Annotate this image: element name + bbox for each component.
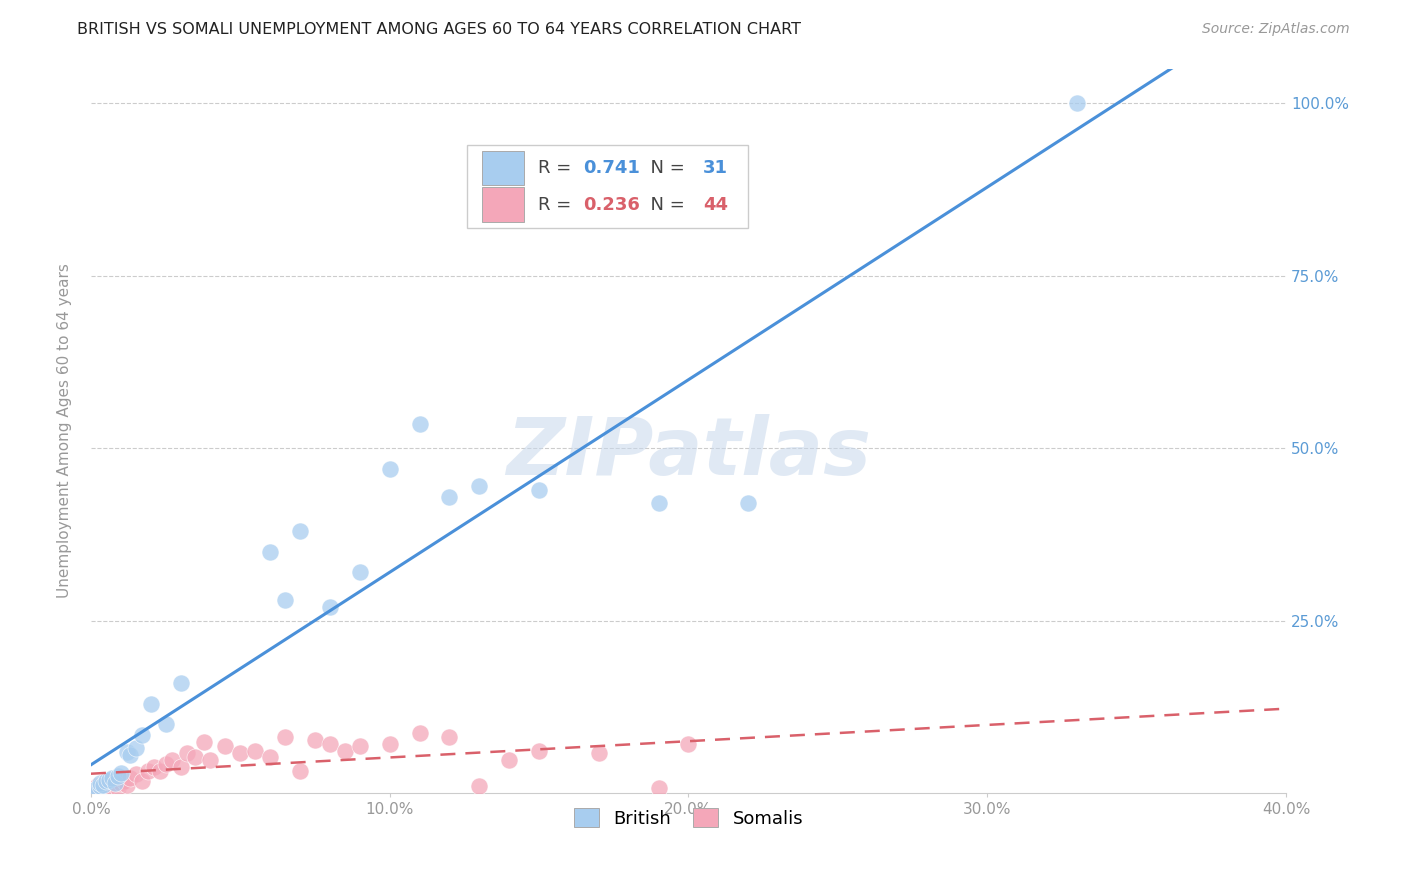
- Point: [647, 780, 669, 795]
- Text: 0.236: 0.236: [583, 195, 640, 214]
- Point: [91, 778, 114, 792]
- Point: [408, 725, 430, 739]
- Point: [259, 545, 281, 559]
- Point: [118, 748, 141, 763]
- Text: R =: R =: [538, 195, 576, 214]
- Legend: British, Somalis: British, Somalis: [567, 801, 810, 835]
- Point: [89, 776, 111, 790]
- Point: [110, 776, 132, 790]
- Point: [107, 780, 129, 795]
- Point: [184, 750, 207, 764]
- Point: [169, 760, 191, 774]
- Point: [86, 780, 108, 795]
- Point: [588, 747, 610, 761]
- Point: [288, 524, 311, 538]
- Point: [737, 496, 759, 510]
- Point: [125, 741, 148, 756]
- Point: [125, 767, 148, 781]
- Point: [304, 732, 326, 747]
- Point: [139, 697, 162, 711]
- Point: [176, 747, 198, 761]
- Point: [333, 743, 356, 757]
- FancyBboxPatch shape: [482, 187, 523, 222]
- FancyBboxPatch shape: [467, 145, 748, 228]
- Point: [112, 773, 135, 788]
- Point: [245, 743, 267, 757]
- Point: [169, 676, 191, 690]
- Point: [94, 773, 117, 788]
- Point: [274, 730, 297, 744]
- Point: [1066, 96, 1088, 111]
- Point: [527, 743, 550, 757]
- Point: [136, 764, 159, 779]
- Point: [468, 780, 491, 794]
- Point: [408, 417, 430, 431]
- Text: BRITISH VS SOMALI UNEMPLOYMENT AMONG AGES 60 TO 64 YEARS CORRELATION CHART: BRITISH VS SOMALI UNEMPLOYMENT AMONG AGE…: [77, 22, 801, 37]
- Point: [527, 483, 550, 497]
- Point: [229, 747, 252, 761]
- Point: [678, 737, 700, 751]
- Point: [439, 490, 461, 504]
- Point: [107, 769, 129, 783]
- Point: [200, 753, 222, 767]
- Point: [378, 462, 401, 476]
- Point: [89, 780, 111, 794]
- Point: [91, 778, 114, 792]
- Point: [155, 757, 177, 772]
- Point: [131, 728, 153, 742]
- Point: [118, 771, 141, 785]
- Point: [83, 783, 105, 797]
- Point: [155, 717, 177, 731]
- Point: [115, 778, 138, 792]
- Text: ZIPatlas: ZIPatlas: [506, 414, 870, 491]
- Point: [131, 773, 153, 788]
- Text: 0.741: 0.741: [583, 159, 640, 177]
- Text: R =: R =: [538, 159, 576, 177]
- Text: Source: ZipAtlas.com: Source: ZipAtlas.com: [1202, 22, 1350, 37]
- FancyBboxPatch shape: [482, 151, 523, 186]
- Point: [259, 750, 281, 764]
- Point: [193, 734, 215, 748]
- Point: [97, 772, 120, 787]
- Point: [319, 599, 342, 614]
- Point: [94, 776, 117, 790]
- Point: [89, 780, 111, 795]
- Point: [160, 753, 183, 767]
- Point: [498, 753, 520, 767]
- Point: [214, 739, 236, 754]
- Point: [101, 773, 124, 788]
- Text: N =: N =: [640, 159, 690, 177]
- Point: [101, 771, 124, 785]
- Point: [349, 739, 371, 754]
- Y-axis label: Unemployment Among Ages 60 to 64 years: Unemployment Among Ages 60 to 64 years: [58, 263, 72, 599]
- Point: [149, 764, 172, 779]
- Point: [647, 496, 669, 510]
- Point: [110, 765, 132, 780]
- Point: [439, 730, 461, 744]
- Point: [319, 737, 342, 751]
- Point: [86, 780, 108, 794]
- Text: 31: 31: [703, 159, 728, 177]
- Point: [468, 479, 491, 493]
- Point: [288, 764, 311, 779]
- Point: [97, 780, 120, 794]
- Point: [142, 760, 165, 774]
- Point: [349, 566, 371, 580]
- Point: [104, 776, 127, 790]
- Text: N =: N =: [640, 195, 690, 214]
- Point: [83, 783, 105, 797]
- Point: [378, 737, 401, 751]
- Point: [274, 593, 297, 607]
- Text: 44: 44: [703, 195, 728, 214]
- Point: [104, 772, 127, 787]
- Point: [115, 745, 138, 759]
